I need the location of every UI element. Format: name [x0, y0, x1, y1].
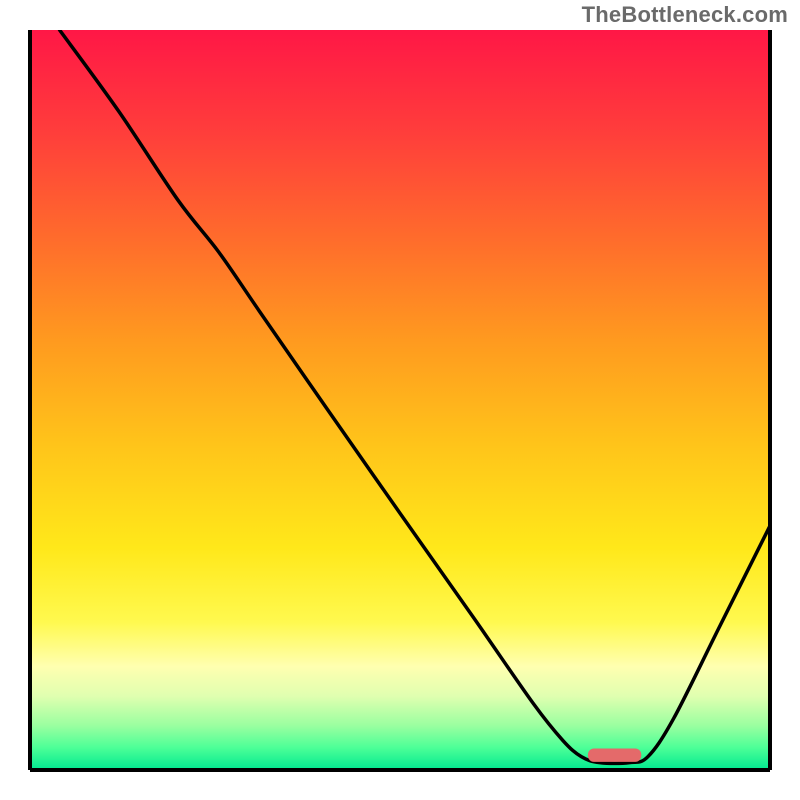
bottleneck-chart [0, 0, 800, 800]
chart-container: { "chart": { "type": "line", "width": 80… [0, 0, 800, 800]
watermark-text: TheBottleneck.com [582, 2, 788, 28]
optimal-marker [588, 749, 641, 762]
gradient-background [30, 30, 770, 770]
